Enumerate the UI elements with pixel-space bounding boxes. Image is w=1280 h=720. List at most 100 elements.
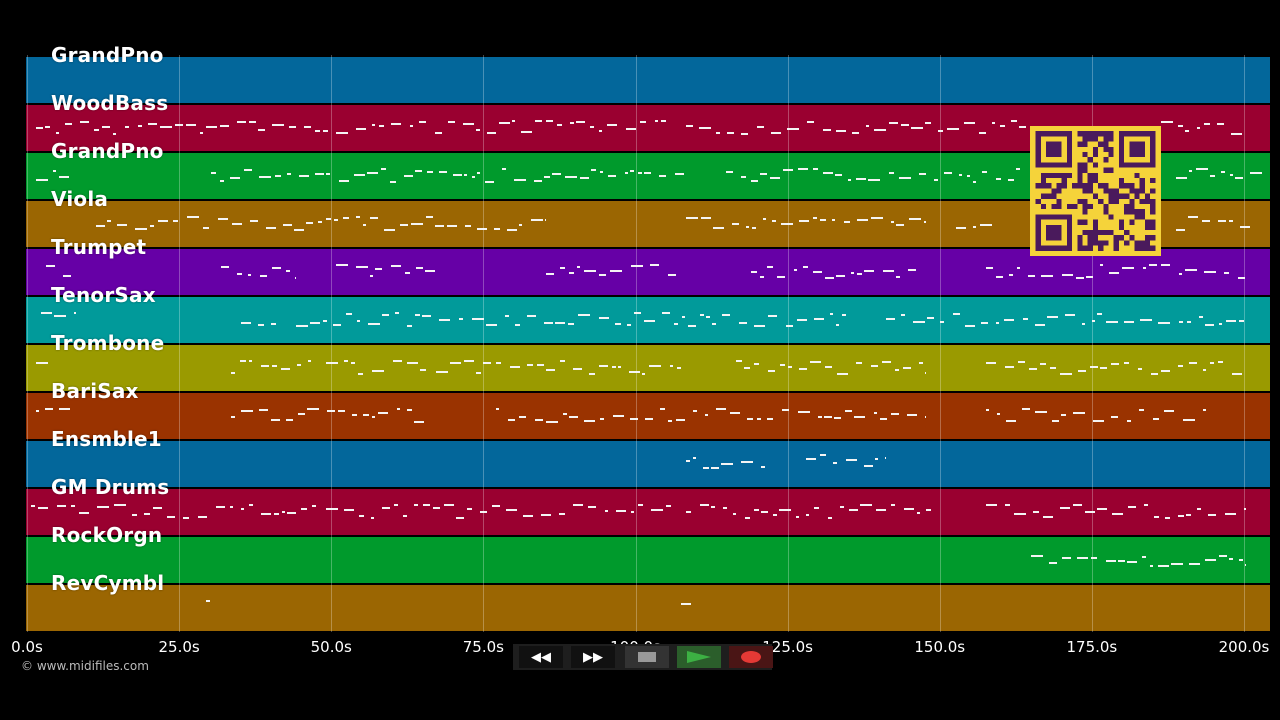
note (241, 508, 244, 510)
note (415, 314, 420, 316)
note (1019, 126, 1026, 128)
note (476, 372, 481, 374)
note (1047, 316, 1058, 318)
note (63, 275, 71, 277)
note (903, 367, 911, 369)
play-button[interactable] (677, 646, 721, 668)
note (160, 126, 172, 128)
note (925, 122, 931, 124)
note (837, 373, 848, 375)
note (492, 505, 500, 507)
note (356, 128, 366, 130)
gridline (939, 55, 941, 632)
note (625, 172, 628, 174)
note (477, 172, 480, 174)
note (1154, 516, 1159, 518)
track-lane[interactable] (26, 343, 1270, 391)
note (1151, 373, 1158, 375)
note (919, 362, 923, 364)
note (883, 270, 894, 272)
note (716, 408, 726, 410)
track-label: GrandPno (51, 43, 164, 67)
note (889, 122, 898, 124)
note (798, 411, 810, 413)
note (779, 509, 791, 511)
note (198, 516, 207, 518)
note (711, 467, 719, 469)
fast-forward-button[interactable]: ▶▶ (571, 646, 615, 668)
note (1189, 362, 1197, 364)
note (220, 125, 229, 127)
stop-button[interactable] (625, 646, 669, 668)
note (167, 516, 175, 518)
note (934, 179, 938, 181)
note (534, 180, 542, 182)
note (508, 419, 515, 421)
note (615, 323, 621, 325)
rewind-button[interactable]: ◀◀ (519, 646, 563, 668)
note (560, 360, 565, 362)
note (781, 223, 793, 225)
note (272, 267, 281, 269)
note (1153, 418, 1159, 420)
note (864, 465, 873, 467)
note (584, 420, 595, 422)
note (1000, 125, 1005, 127)
note (682, 316, 685, 318)
note (1086, 276, 1093, 278)
note (612, 366, 616, 368)
note (899, 177, 911, 179)
note (326, 362, 338, 364)
note (666, 505, 671, 507)
note (699, 127, 711, 129)
note (675, 173, 684, 175)
note (591, 169, 596, 171)
note (1127, 561, 1137, 563)
track-lane[interactable] (26, 439, 1270, 487)
note (842, 314, 846, 316)
note (904, 508, 914, 510)
note (721, 463, 733, 465)
note (1062, 557, 1071, 559)
note (1185, 130, 1189, 132)
track-lane[interactable] (26, 55, 1270, 103)
note (368, 323, 380, 325)
note (231, 372, 235, 374)
note (608, 175, 616, 177)
note (871, 217, 883, 219)
note (1043, 516, 1053, 518)
note (356, 266, 368, 268)
note (286, 419, 293, 421)
note (856, 362, 862, 364)
note (814, 507, 819, 509)
note (394, 504, 398, 506)
note (1188, 216, 1198, 218)
note (371, 517, 374, 519)
note (203, 227, 209, 229)
record-button[interactable] (729, 646, 773, 668)
track-lane[interactable] (26, 583, 1270, 631)
note (334, 219, 338, 221)
track-lane[interactable] (26, 535, 1270, 583)
time-tick-label: 150.0s (914, 638, 966, 656)
note (333, 324, 341, 326)
note (183, 517, 189, 519)
note (287, 512, 296, 514)
note (326, 173, 330, 175)
note (53, 170, 56, 172)
note (896, 224, 904, 226)
note (372, 124, 375, 126)
note (836, 324, 839, 326)
note (372, 416, 375, 418)
track-lane[interactable] (26, 295, 1270, 343)
transport-bar: ◀◀ ▶▶ (513, 644, 773, 670)
note (1076, 277, 1084, 279)
note (965, 325, 975, 327)
track-lane[interactable] (26, 391, 1270, 439)
note (281, 368, 290, 370)
track-lane[interactable] (26, 487, 1270, 535)
note (650, 264, 659, 266)
note (771, 132, 781, 134)
note (505, 315, 509, 317)
note (344, 509, 354, 511)
